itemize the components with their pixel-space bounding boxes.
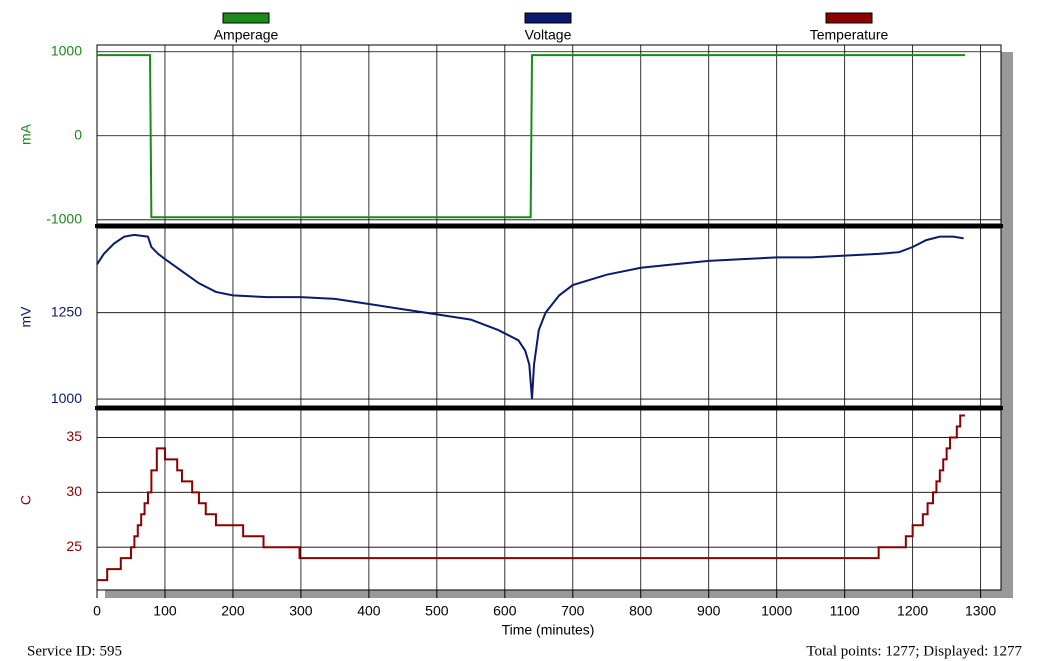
x-tick-label: 400 [357,603,381,619]
y-tick-label: 25 [66,538,82,554]
footer-left: Service ID: 595 [27,643,122,659]
x-tick-label: 500 [425,603,449,619]
x-tick-label: 300 [289,603,313,619]
legend-label: Voltage [525,27,572,43]
x-tick-label: 800 [629,603,653,619]
x-tick-label: 700 [561,603,585,619]
x-tick-label: 1000 [761,603,792,619]
y-tick-label: 1000 [51,42,82,58]
legend-label: Amperage [214,27,279,43]
y-axis-label: mV [18,306,34,328]
y-axis-label: C [18,495,34,505]
x-tick-label: 900 [697,603,721,619]
x-tick-label: 1100 [830,603,860,619]
separator [95,224,1003,228]
x-axis-label: Time (minutes) [502,622,595,638]
x-tick-label: 600 [493,603,517,619]
shadow [105,590,1013,598]
x-tick-label: 1200 [897,603,928,619]
shadow [1001,52,1013,598]
line [97,54,965,219]
plot-area [96,227,1002,407]
y-tick-label: 1250 [51,303,82,319]
y-tick-label: -1000 [46,211,82,227]
line [96,233,964,400]
legend-swatch [222,12,270,24]
legend-label: Temperature [810,27,889,43]
footer-right: Total points: 1277; Displayed: 1277 [806,643,1022,659]
legend-swatch [524,12,572,24]
plot-area [96,44,1002,225]
y-tick-label: 0 [74,126,82,142]
separator [95,406,1003,410]
x-tick-label: 1300 [965,603,996,619]
y-tick-label: 35 [66,428,82,444]
x-tick-label: 200 [221,603,245,619]
y-axis-label: mA [18,123,34,145]
y-tick-label: 30 [66,483,82,499]
x-tick-label: 0 [93,603,101,619]
y-tick-label: 1000 [51,390,82,406]
line [97,414,965,582]
x-tick-label: 100 [153,603,177,619]
legend-swatch [825,12,873,24]
